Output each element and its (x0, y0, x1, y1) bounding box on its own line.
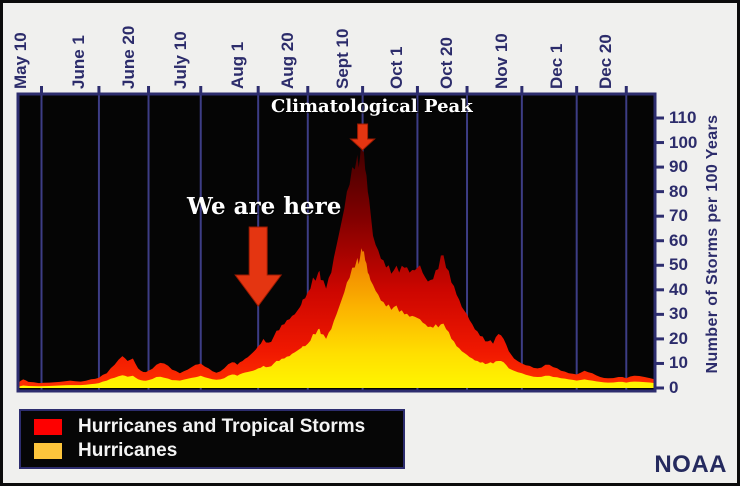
legend-item-storms: Hurricanes and Tropical Storms (34, 416, 403, 437)
gridlines (40, 94, 628, 391)
x-tick-label: Sept 10 (332, 28, 352, 89)
plot-border (16, 92, 657, 393)
legend-swatch-storms (34, 419, 62, 435)
x-tick-label: Oct 20 (437, 37, 457, 89)
area-series (18, 142, 655, 388)
x-tick-label: July 10 (170, 31, 190, 89)
y-tick-label: 0 (669, 378, 679, 397)
x-tick-label: Aug 20 (277, 32, 297, 89)
y-axis-title: Number of Storms per 100 Years (704, 114, 721, 374)
legend-label-hurricanes: Hurricanes (78, 440, 178, 461)
x-tick-label: June 1 (68, 35, 88, 89)
annotation-we-are-here: We are here (187, 193, 342, 220)
annotation-climatological-peak: Climatological Peak (271, 96, 473, 117)
y-tick-label: 90 (669, 157, 688, 177)
y-tick-label: 20 (669, 328, 688, 348)
y-tick-label: 100 (669, 132, 698, 152)
noaa-logo-text: NOAA (654, 451, 727, 478)
legend-swatch-hurricanes (34, 443, 62, 459)
y-tick-label: 80 (669, 181, 688, 201)
annotation-arrows (234, 123, 376, 307)
y-tick-label: 30 (669, 304, 688, 324)
x-tick-label: Aug 1 (228, 41, 248, 89)
plot-canvas (16, 86, 664, 393)
legend-label-storms: Hurricanes and Tropical Storms (78, 416, 366, 437)
x-tick-label: Oct 1 (387, 46, 407, 89)
y-tick-label: 10 (669, 353, 688, 373)
y-tick-label: 60 (669, 230, 688, 250)
x-tick-label: Dec 1 (546, 43, 566, 89)
x-tick-label: May 10 (11, 32, 31, 89)
legend-item-hurricanes: Hurricanes (34, 440, 403, 461)
x-tick-label: June 20 (118, 25, 138, 89)
y-tick-label: 110 (669, 108, 697, 127)
y-tick-label: 50 (669, 255, 688, 275)
legend: Hurricanes and Tropical Storms Hurricane… (19, 409, 405, 469)
x-tick-label: Nov 10 (491, 33, 511, 89)
y-tick-label: 70 (669, 206, 688, 226)
x-tick-label: Dec 20 (596, 34, 616, 89)
y-tick-label: 40 (669, 279, 688, 299)
